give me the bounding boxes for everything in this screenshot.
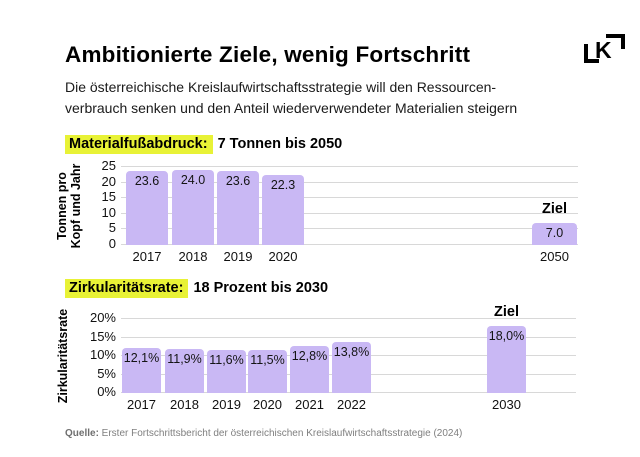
subtitle-line-2: verbrauch senken und den Anteil wiederve…	[65, 100, 518, 116]
material-footprint-chart: 0 5 10 15 20 25 23.6 2017 24.0 2018 23.6 2019 22.3 20…	[102, 159, 578, 264]
x-axis-tick-label: 2017	[132, 249, 162, 264]
bar-2020	[248, 350, 287, 393]
y-axis-tick-label: 15	[101, 189, 116, 205]
k-brand-logo: K	[584, 34, 626, 64]
bar-2018	[165, 348, 204, 393]
source-text: Erster Fortschrittsbericht der österreic…	[98, 428, 463, 439]
logo-letter: K	[595, 37, 612, 63]
x-axis-tick-label: 2021	[295, 397, 324, 412]
bar-2018	[172, 170, 214, 245]
chart2-y-axis-title: Zirkularitätsrate	[56, 236, 70, 457]
x-axis-tick-label: 2030	[492, 397, 521, 412]
chart2-section-header: Zirkularitätsrate: 18 Prozent bis 2030	[65, 279, 329, 298]
bar-2022	[332, 341, 371, 393]
x-axis-tick-label: 2017	[127, 397, 156, 412]
bar-value-label: 7.0	[545, 226, 564, 241]
bar-value-label: 24.0	[180, 173, 206, 188]
x-axis-tick-label: 2020	[253, 397, 282, 412]
bar-value-label: 22.3	[270, 178, 296, 193]
bar-value-label: 23.6	[134, 174, 160, 189]
gridline	[121, 228, 578, 230]
bar-2020	[262, 175, 304, 245]
bar-value-label: 11,9%	[167, 351, 202, 366]
x-axis-tick-label: 2019	[223, 249, 253, 264]
bar-value-label: 18,0%	[488, 329, 525, 344]
bar-value-label: 12,1%	[123, 351, 160, 366]
bar-2019	[217, 171, 259, 245]
bar-value-label: 13,8%	[333, 344, 370, 359]
target-label-ziel: Ziel	[542, 201, 567, 218]
y-axis-tick-label: 25	[101, 158, 116, 173]
x-axis-tick-label: 2018	[178, 249, 208, 264]
y-axis-tick-label: 10	[101, 204, 116, 220]
y-axis-tick-label: 20%	[89, 310, 116, 325]
target-label-ziel: Ziel	[494, 304, 519, 321]
bar-value-label: 23.6	[225, 174, 251, 189]
bar-value-label: 12,8%	[291, 348, 328, 363]
corner-bracket-top-right-icon	[606, 34, 625, 38]
gridline	[121, 197, 578, 199]
bar-2021	[290, 345, 329, 393]
x-axis-tick-label: 2019	[212, 397, 241, 412]
bar-2030	[487, 326, 526, 393]
y-axis-tick-label: 10%	[89, 347, 116, 362]
chart1-title-rest: 7 Tonnen bis 2050	[217, 136, 343, 152]
bar-value-label: 11,6%	[209, 353, 244, 368]
bar-2050	[532, 223, 577, 245]
x-axis-tick-label: 2020	[268, 249, 298, 264]
bar-2017	[126, 171, 168, 245]
circularity-rate-chart: 0% 5% 10% 15% 20% 12,1% 2017 11,9% 2018 11,6% 2019…	[90, 304, 576, 412]
y-axis-tick-label: 5%	[97, 365, 116, 381]
x-axis-tick-label: 2050	[540, 249, 569, 264]
subtitle-line-1: Die österreichische Kreislaufwirtschafts…	[65, 79, 497, 95]
bar-2019	[207, 350, 246, 393]
x-axis-tick-label: 2022	[337, 397, 366, 412]
page-title: Ambitionierte Ziele, wenig Fortschritt	[65, 42, 471, 67]
chart2-title-highlighted: Zirkularitätsrate:	[65, 279, 189, 298]
chart1-section-header: Materialfußabdruck: 7 Tonnen bis 2050	[65, 135, 343, 154]
gridline	[121, 244, 578, 245]
bar-value-label: 11,5%	[250, 353, 285, 368]
subtitle: Die österreichische Kreislaufwirtschafts…	[65, 77, 517, 119]
source-prefix: Quelle:	[65, 428, 99, 439]
gridline	[121, 336, 576, 338]
gridline	[121, 318, 576, 319]
chart2-y-axis-title-line1: Zirkularitätsrate	[56, 308, 70, 404]
x-axis-tick-label: 2018	[170, 397, 199, 412]
y-axis-tick-label: 5	[108, 220, 116, 236]
bar-2017	[122, 348, 161, 393]
y-axis-tick-label: 20	[101, 173, 116, 189]
corner-bracket-bottom-left-icon	[584, 44, 588, 63]
chart2-title-rest: 18 Prozent bis 2030	[193, 280, 329, 296]
y-axis-tick-label: 0	[108, 236, 116, 251]
gridline	[121, 166, 578, 167]
chart1-title-highlighted: Materialfußabdruck:	[65, 135, 213, 154]
source-note: Quelle: Erster Fortschrittsbericht der ö…	[65, 428, 462, 440]
y-axis-tick-label: 15%	[89, 328, 116, 344]
gridline	[121, 212, 578, 214]
gridline	[121, 181, 578, 183]
y-axis-tick-label: 0%	[97, 384, 116, 399]
